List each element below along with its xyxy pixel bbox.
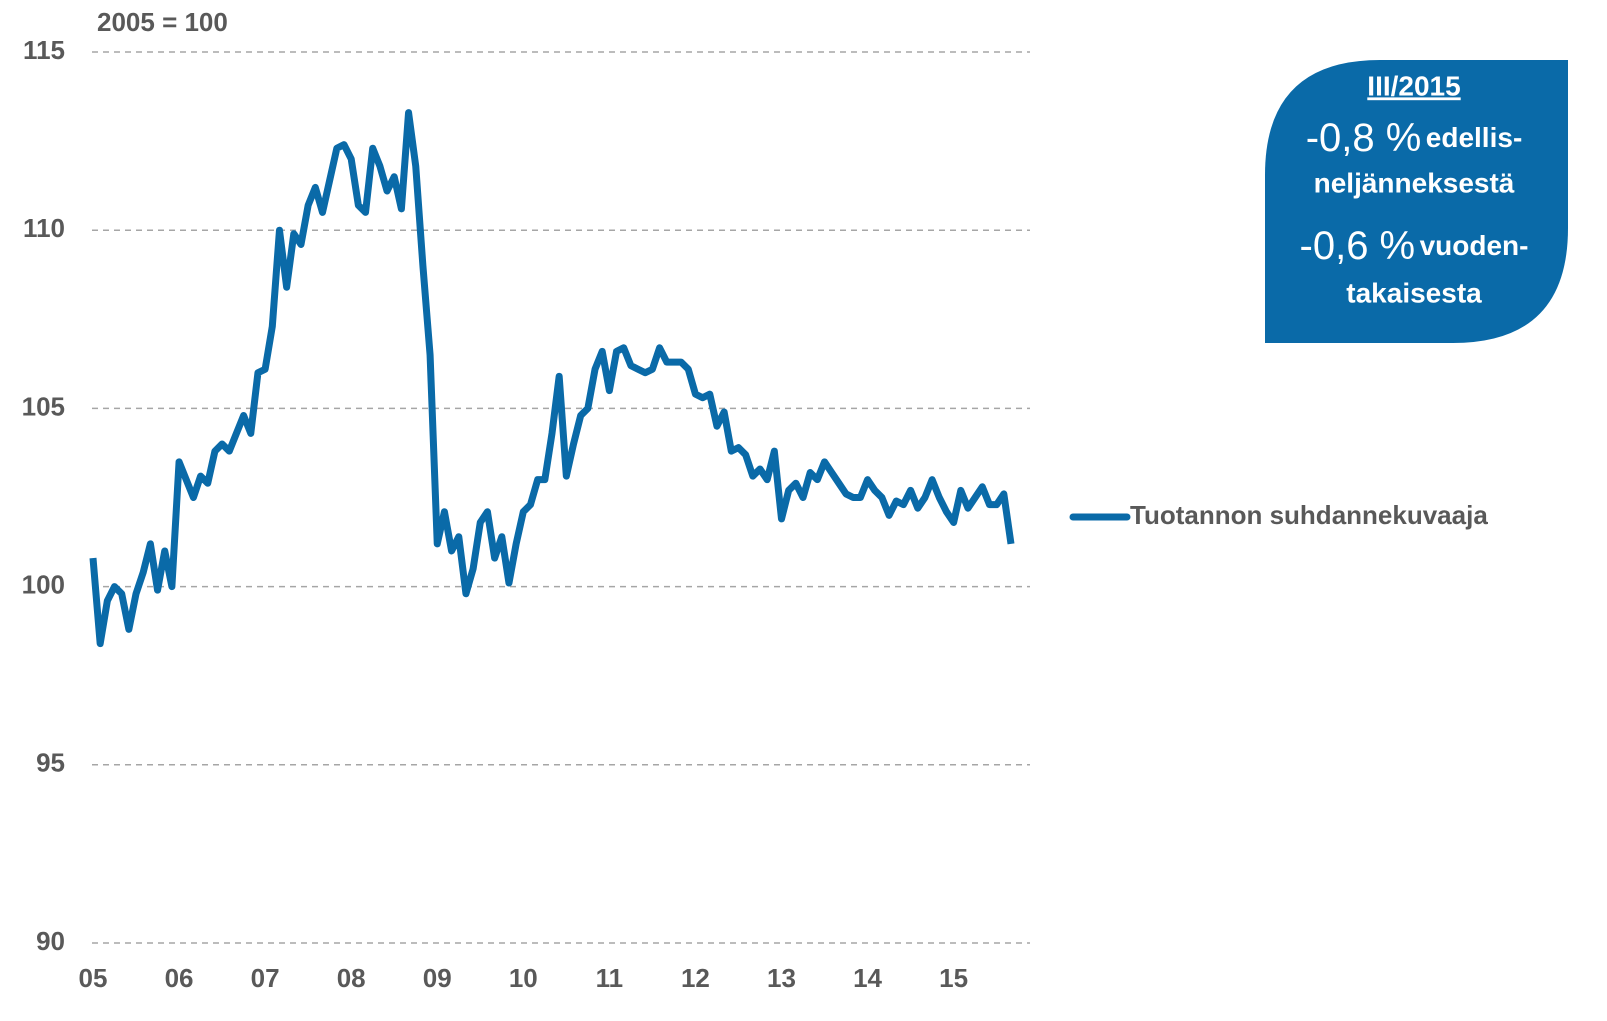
annotation-change: -0,8 %: [1306, 116, 1422, 160]
x-tick-label: 13: [767, 963, 796, 993]
annotation-change: -0,6 %: [1300, 224, 1416, 268]
x-tick-label: 08: [337, 963, 366, 993]
x-tick-label: 12: [681, 963, 710, 993]
annotation-text: takaisesta: [1346, 277, 1482, 308]
x-tick-label: 10: [509, 963, 538, 993]
data-line: [89, 109, 1015, 648]
y-tick-label: 110: [23, 213, 65, 243]
annotation-text: neljänneksestä: [1314, 167, 1515, 198]
y-tick-label: 100: [22, 569, 65, 599]
annotation-text: vuoden-: [1420, 230, 1529, 261]
x-tick-label: 05: [79, 963, 108, 993]
x-tick-label: 06: [165, 963, 194, 993]
annotation-line: -0,6 % vuoden-: [1300, 224, 1529, 268]
annotation-period: III/2015: [1367, 70, 1460, 101]
y-tick-label: 105: [22, 391, 65, 421]
y-tick-label: 115: [23, 35, 65, 65]
x-tick-label: 09: [423, 963, 452, 993]
y-tick-label: 90: [36, 926, 65, 956]
annotation-line: -0,8 % edellis-: [1306, 116, 1523, 160]
annotation-text: edellis-: [1426, 122, 1522, 153]
y-tick-label: 95: [36, 748, 65, 778]
x-tick-label: 14: [853, 963, 882, 993]
x-tick-label: 11: [596, 963, 624, 993]
x-tick-label: 15: [939, 963, 968, 993]
unit-label: 2005 = 100: [97, 7, 228, 37]
annotation-box: [1265, 60, 1568, 343]
legend-label: Tuotannon suhdannekuvaaja: [1130, 500, 1488, 530]
x-tick-label: 07: [251, 963, 280, 993]
